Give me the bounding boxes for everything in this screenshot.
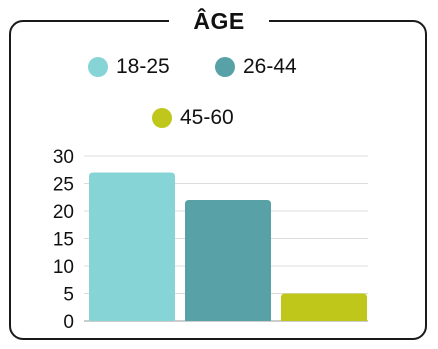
- legend-item-45-60: 45-60: [152, 106, 234, 130]
- legend-label-26-44: 26-44: [243, 55, 297, 78]
- legend-swatch-45-60: [152, 108, 172, 128]
- legend-item-18-25: 18-25: [88, 55, 170, 79]
- bar-26-44: [185, 200, 271, 321]
- y-tick-label: 25: [53, 175, 74, 196]
- y-tick-label: 5: [63, 285, 74, 306]
- chart-title: ÂGE: [169, 4, 269, 38]
- legend-swatch-26-44: [215, 57, 235, 77]
- legend-label-45-60: 45-60: [180, 106, 234, 129]
- legend-label-18-25: 18-25: [116, 55, 170, 78]
- y-tick-label: 30: [53, 147, 74, 168]
- legend-swatch-18-25: [88, 57, 108, 77]
- y-tick-label: 10: [53, 257, 74, 278]
- bar-18-25: [89, 172, 175, 321]
- y-tick-label: 20: [53, 202, 74, 223]
- legend-item-26-44: 26-44: [215, 55, 297, 79]
- y-tick-label: 0: [63, 312, 74, 333]
- y-tick-label: 15: [53, 230, 74, 251]
- bar-45-60: [281, 293, 367, 321]
